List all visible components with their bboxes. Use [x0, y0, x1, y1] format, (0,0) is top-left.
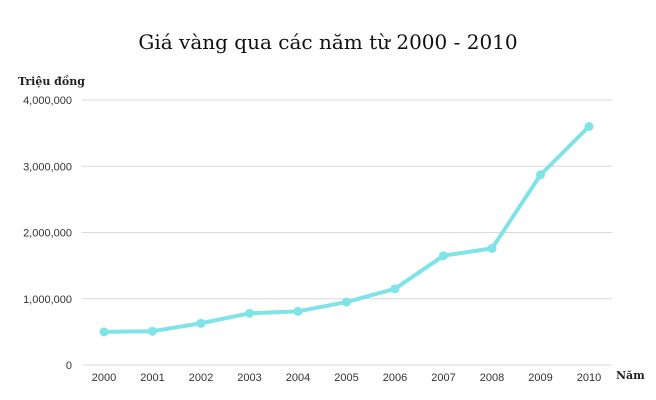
x-tick-label: 2008	[480, 372, 504, 384]
x-axis-label: Năm	[616, 369, 645, 382]
data-point	[342, 297, 351, 307]
data-point	[584, 122, 594, 131]
x-tick-label: 2010	[577, 372, 601, 384]
x-tick-label: 2000	[92, 372, 116, 384]
series-group	[99, 122, 594, 337]
data-point	[293, 306, 303, 316]
data-point	[196, 318, 206, 328]
x-tick-label: 2002	[189, 372, 213, 384]
data-point	[148, 326, 157, 336]
y-tick-label: 2,000,000	[23, 228, 72, 240]
x-tick-labels: 2000 2001 2002 2003 2004 2005 2006 2007 2008 2009…	[92, 372, 601, 384]
grid-lines	[82, 99, 612, 366]
data-point	[99, 327, 109, 337]
y-tick-label: 3,000,000	[23, 161, 72, 173]
x-tick-label: 2006	[383, 372, 407, 384]
y-tick-label: 4,000,000	[23, 95, 72, 107]
y-tick-label: 0	[66, 360, 72, 372]
data-point	[245, 308, 254, 318]
x-tick-label: 2003	[237, 372, 261, 384]
x-tick-label: 2004	[286, 372, 310, 384]
y-tick-label: 1,000,000	[23, 294, 72, 306]
data-point	[439, 251, 448, 261]
y-axis-label: Triệu đồng	[18, 75, 85, 88]
y-tick-labels: 0 1,000,000 2,000,000 3,000,000 4,000,000	[23, 95, 72, 372]
data-point	[487, 243, 497, 253]
x-tick-label: 2009	[528, 372, 552, 384]
x-tick-label: 2007	[431, 372, 455, 384]
data-point	[390, 284, 400, 294]
data-point	[536, 170, 545, 180]
chart-title: Giá vàng qua các năm từ 2000 - 2010	[138, 30, 518, 54]
x-tick-label: 2001	[140, 372, 164, 384]
x-tick-label: 2005	[334, 372, 358, 384]
